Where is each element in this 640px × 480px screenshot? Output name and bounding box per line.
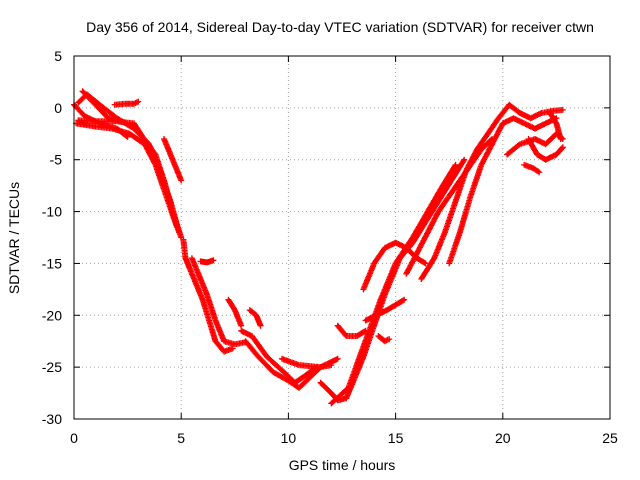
scatter-markers [525, 136, 566, 163]
y-tick-label: -30 [42, 411, 62, 427]
scatter-markers [197, 257, 217, 266]
scatter-markers [334, 322, 369, 339]
series-arc-ab [547, 110, 564, 142]
data-points [71, 88, 566, 407]
scatter-markers [547, 110, 564, 142]
series-arc-l [238, 327, 320, 386]
series-arc-aa [521, 161, 543, 176]
scatter-markers [418, 101, 566, 282]
y-tick-label: -25 [42, 359, 62, 375]
y-tick-label: -20 [42, 307, 62, 323]
x-tick-label: 5 [177, 430, 185, 446]
scatter-markers [521, 161, 543, 176]
scatter-markers [188, 255, 249, 348]
series-arc-k [225, 296, 245, 329]
scatter-markers [225, 296, 245, 329]
scatter-markers [246, 307, 264, 329]
y-tick-label: -10 [42, 204, 62, 220]
scatter-markers [79, 88, 125, 125]
scatter-markers [362, 296, 408, 324]
series-arc-i [188, 255, 249, 348]
y-tick-label: 0 [54, 100, 62, 116]
y-tick-label: -15 [42, 255, 62, 271]
series-arc-a [75, 91, 183, 236]
series-arc-q [328, 161, 459, 407]
scatter-markers [161, 136, 185, 184]
scatter-markers [238, 327, 320, 386]
x-axis-label: GPS time / hours [289, 457, 396, 473]
series-arc-r [334, 322, 369, 339]
x-tick-label: 20 [495, 430, 511, 446]
series-arc-g [161, 136, 185, 184]
y-axis-label: SDTVAR / TECUs [6, 182, 22, 294]
scatter-markers [446, 115, 560, 267]
series-arc-n [246, 307, 264, 329]
chart-title: Day 356 of 2014, Sidereal Day-to-day VTE… [86, 19, 594, 35]
scatter-markers [279, 355, 335, 371]
series-arc-f [111, 98, 142, 108]
series-arc-z [525, 136, 566, 163]
x-tick-label: 10 [281, 430, 297, 446]
scatter-markers [75, 91, 183, 236]
series-arc-o [279, 355, 335, 371]
series-arc-x [446, 115, 560, 267]
scatter-markers [180, 236, 236, 355]
tick-labels: 0 5 10 15 20 25 5 0 -5 -10 -15 -20 -25 -30 [42, 48, 618, 446]
scatter-markers [375, 333, 393, 345]
x-tick-label: 15 [388, 430, 404, 446]
y-tick-label: 5 [54, 48, 62, 64]
x-tick-label: 25 [602, 430, 618, 446]
y-tick-label: -5 [50, 152, 63, 168]
x-tick-label: 0 [70, 430, 78, 446]
grid [74, 56, 610, 419]
series-arc-t [362, 296, 408, 324]
scatter-markers [328, 161, 459, 407]
series-arc-p [317, 156, 468, 404]
series-arc-h [180, 236, 236, 355]
tick-marks [73, 55, 611, 420]
series-arc-j [197, 257, 217, 266]
series-arc-w [418, 101, 566, 282]
scatter-markers [111, 98, 142, 108]
plot-frame [73, 55, 611, 420]
scatter-markers [317, 156, 468, 404]
series-arc-e [79, 88, 125, 125]
series-arc-u [375, 333, 393, 345]
